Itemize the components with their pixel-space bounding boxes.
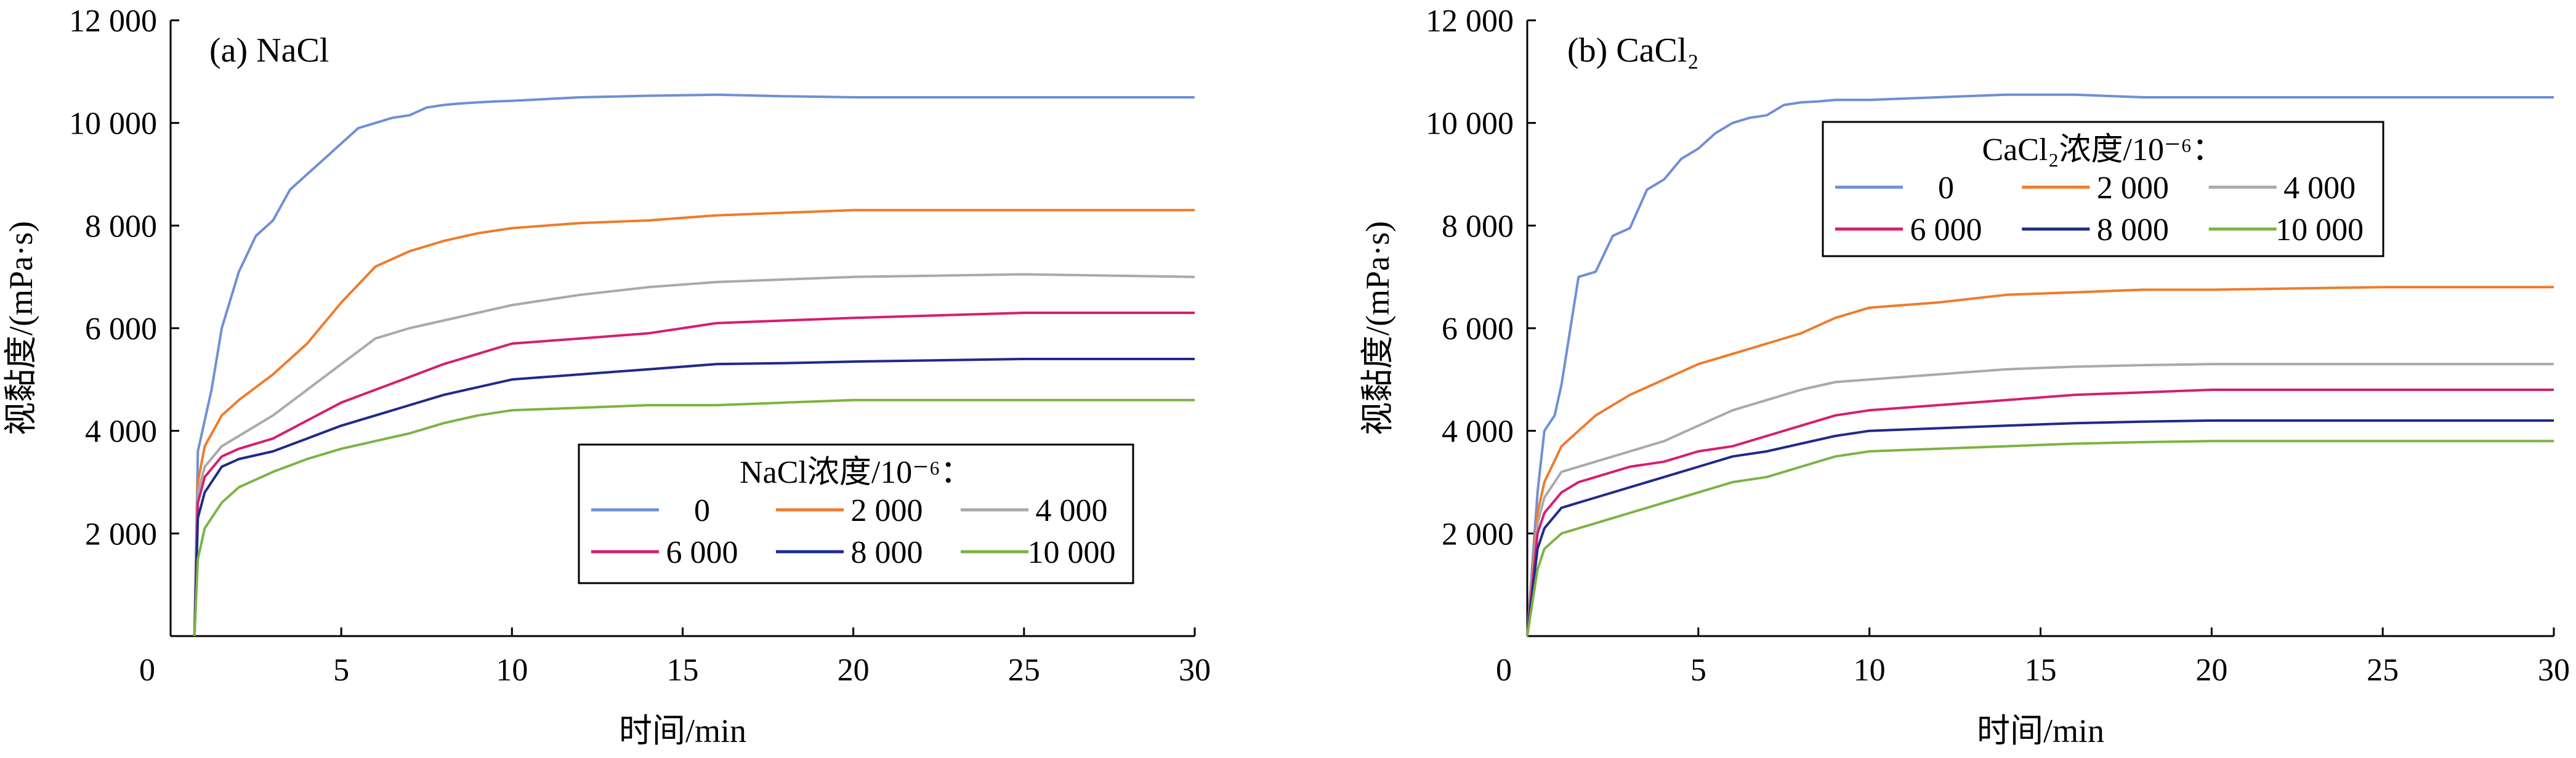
legend: NaCl浓度/10⁻⁶： 0 2 000 4 000 6 000 8 000 10 000 [578, 443, 1134, 584]
y-axis-title: 视黏度/(mPa·s) [1359, 221, 1396, 435]
y-tick-label: 12 000 [69, 4, 157, 39]
x-tick-label: 15 [667, 653, 699, 688]
legend-item-label: 6 000 [666, 535, 738, 570]
series-line-2000 [193, 209, 1195, 637]
legend-box [578, 443, 1134, 584]
y-axis-title: 视黏度/(mPa·s) [2, 221, 39, 435]
legend-item-label: 2 000 [851, 493, 923, 528]
legend-item-label: 10 000 [1028, 535, 1116, 570]
series-line-10000 [193, 398, 1195, 637]
series-line-4000 [193, 273, 1195, 637]
series-line-0 [1526, 93, 2554, 637]
panel-label: (a) NaCl [209, 31, 329, 70]
series-line-8000 [1526, 419, 2554, 637]
y-tick-label: 8 000 [1442, 209, 1514, 244]
y-tick-label: 6 000 [85, 312, 157, 347]
legend-item-label: 8 000 [851, 535, 923, 570]
x-tick-label: 5 [1690, 653, 1706, 688]
series-line-4000 [1526, 363, 2554, 637]
legend: CaCl₂浓度/10⁻⁶： 0 2 000 4 000 6 000 8 000 10 000 [1822, 121, 2384, 257]
x-tick-label: 25 [1008, 653, 1040, 688]
series-line-6000 [193, 312, 1195, 637]
x-tick-label: 10 [496, 653, 528, 688]
chart-panel-1: 0 5 10 15 20 25 30 2 000 4 000 6 000 8 000 10 000 12… [1359, 4, 2570, 749]
series-line-8000 [193, 358, 1195, 637]
x-tick-label: 30 [1179, 653, 1211, 688]
series-line-0 [193, 93, 1195, 637]
y-tick-label: 4 000 [1442, 414, 1514, 450]
legend-item-label: 10 000 [2275, 212, 2364, 248]
x-tick-label: 30 [2538, 653, 2570, 688]
chart-panel-0: 0 5 10 15 20 25 30 2 000 4 000 6 000 8 000 10 000 12… [2, 4, 1211, 749]
legend-item-label: 0 [1938, 171, 1954, 206]
x-tick-label: 25 [2367, 653, 2399, 688]
legend-title: CaCl₂浓度/10⁻⁶： [1982, 132, 2224, 167]
x-tick-label: 15 [2025, 653, 2057, 688]
y-tick-label: 2 000 [1442, 517, 1514, 552]
y-tick-label: 10 000 [69, 107, 157, 142]
legend-item-label: 4 000 [2283, 171, 2356, 206]
y-tick-label: 6 000 [1442, 312, 1514, 347]
x-tick-label: 0 [139, 653, 155, 688]
legend-title: NaCl浓度/10⁻⁶： [740, 455, 972, 490]
y-tick-label: 10 000 [1426, 107, 1514, 142]
legend-item-label: 6 000 [1910, 212, 1982, 248]
legend-item-label: 0 [694, 493, 710, 528]
x-tick-label: 5 [333, 653, 349, 688]
legend-item-label: 8 000 [2097, 212, 2169, 248]
y-tick-label: 12 000 [1426, 4, 1514, 39]
x-axis-title: 时间/min [619, 712, 746, 749]
legend-item-label: 2 000 [2097, 171, 2169, 206]
legend-item-label: 4 000 [1036, 493, 1108, 528]
y-tick-label: 4 000 [85, 414, 157, 450]
panel-label: (b) CaCl₂ [1567, 31, 1699, 70]
y-tick-label: 8 000 [85, 209, 157, 244]
x-axis-title: 时间/min [1977, 712, 2104, 749]
x-tick-label: 0 [1496, 653, 1512, 688]
legend-box [1822, 121, 2384, 257]
x-tick-label: 20 [838, 653, 870, 688]
series-line-2000 [1526, 286, 2554, 637]
x-tick-label: 10 [1854, 653, 1886, 688]
series-line-6000 [1526, 389, 2554, 637]
x-tick-label: 20 [2195, 653, 2227, 688]
y-tick-label: 2 000 [85, 517, 157, 552]
series-line-10000 [1526, 440, 2554, 637]
